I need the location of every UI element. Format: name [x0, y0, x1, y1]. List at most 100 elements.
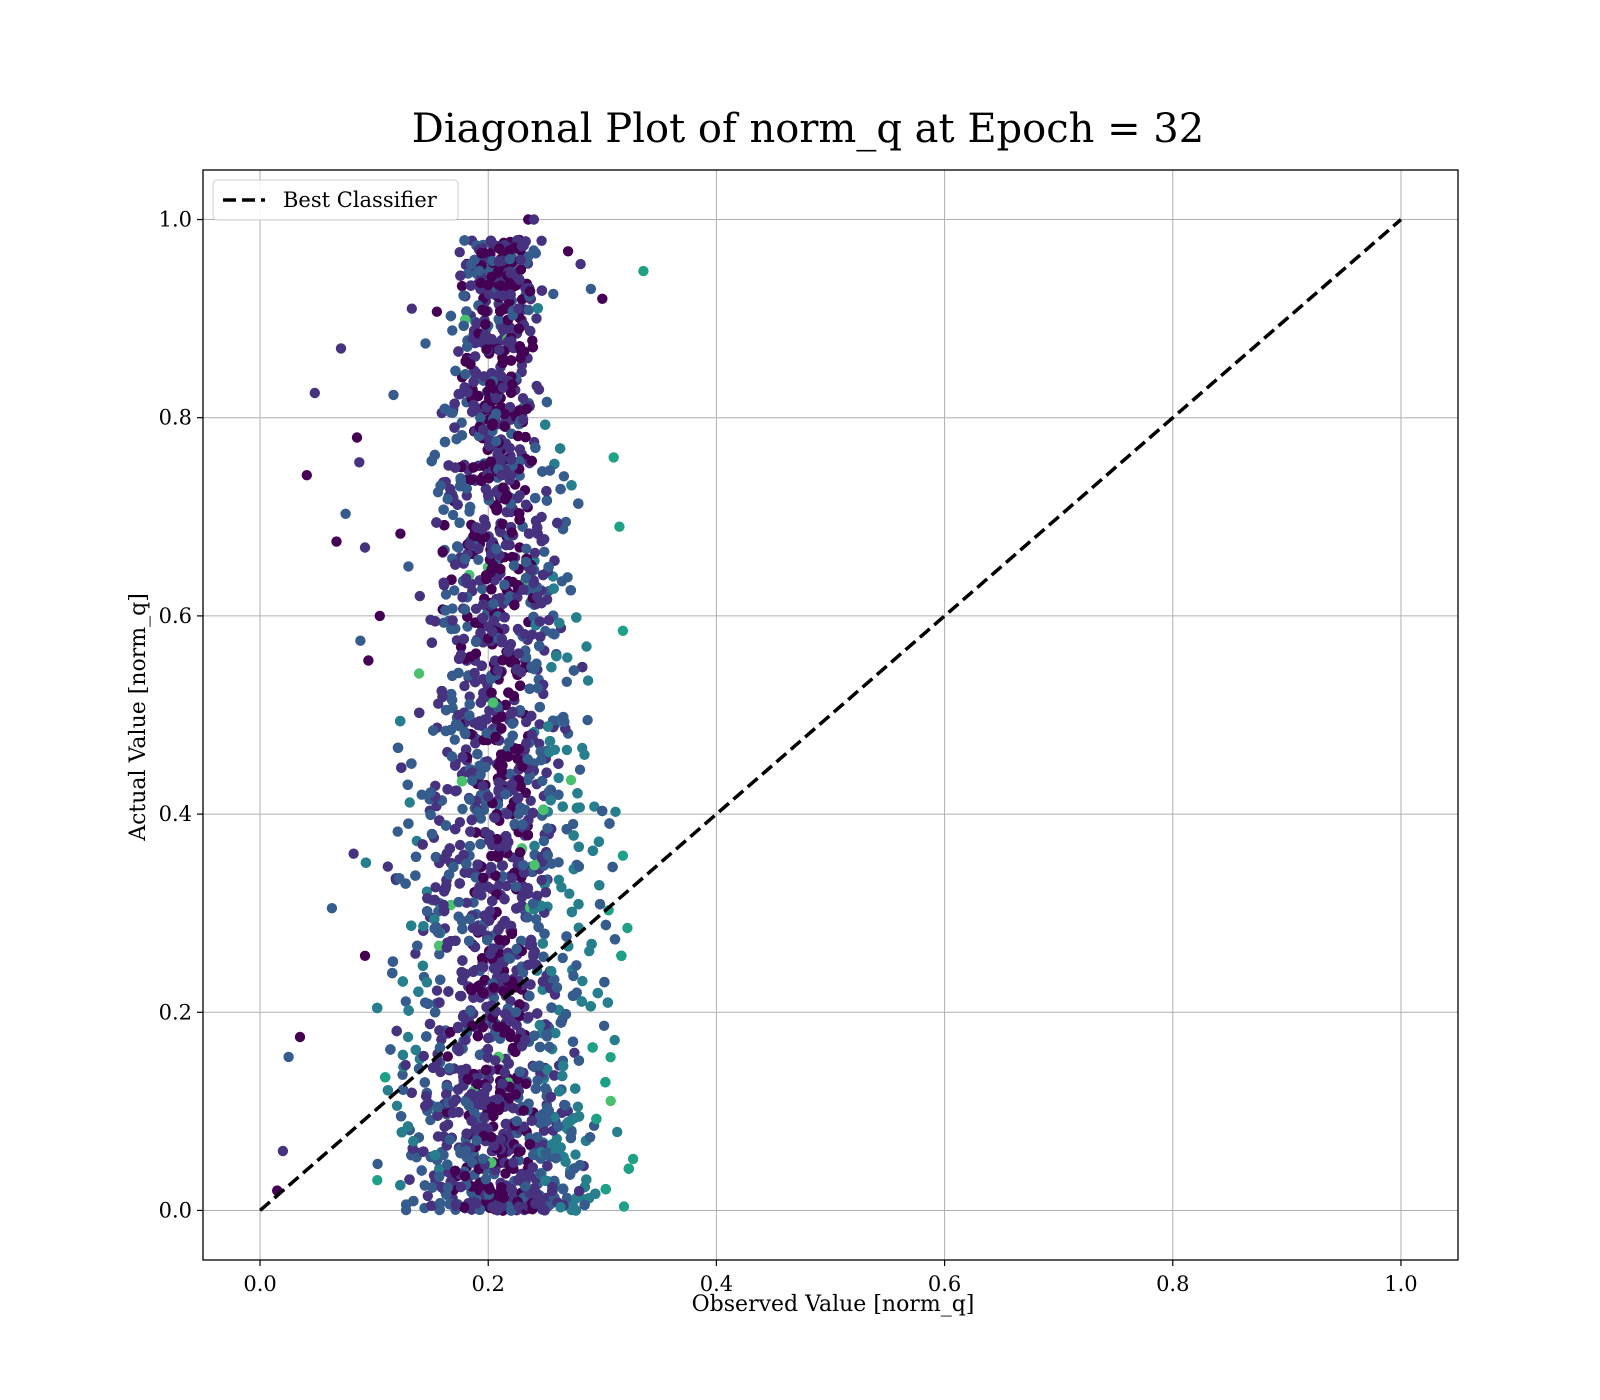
- scatter-point: [496, 1182, 507, 1193]
- scatter-point: [424, 1018, 436, 1030]
- scatter-point: [439, 1121, 450, 1132]
- scatter-point: [452, 1042, 464, 1053]
- scatter-point: [458, 633, 469, 645]
- scatter-point: [385, 1044, 396, 1055]
- scatter-point: [474, 1049, 486, 1061]
- scatter-point: [568, 665, 580, 676]
- scatter-point: [553, 874, 565, 885]
- scatter-point: [562, 652, 573, 663]
- scatter-point: [536, 285, 548, 296]
- scatter-point: [475, 1099, 486, 1110]
- scatter-point: [509, 818, 520, 830]
- scatter-point: [465, 826, 476, 837]
- scatter-point: [494, 243, 505, 254]
- scatter-point: [456, 430, 468, 441]
- scatter-point: [506, 527, 517, 538]
- scatter-point: [434, 1198, 446, 1209]
- scatter-point: [484, 705, 495, 716]
- scatter-point: [599, 976, 610, 988]
- scatter-point: [410, 948, 421, 959]
- scatter-point: [418, 1050, 429, 1062]
- scatter-point: [605, 1052, 616, 1063]
- scatter-point: [548, 583, 559, 594]
- scatter-point: [537, 466, 548, 477]
- scatter-point: [542, 823, 553, 834]
- scatter-point: [416, 789, 427, 800]
- scatter-point: [538, 1125, 550, 1136]
- scatter-point: [491, 963, 503, 974]
- scatter-point: [440, 589, 452, 600]
- scatter-point: [438, 899, 449, 911]
- scatter-point: [482, 881, 493, 892]
- scatter-point: [586, 938, 597, 950]
- scatter-point: [460, 968, 471, 980]
- scatter-point: [566, 480, 577, 491]
- scatter-point: [468, 462, 479, 473]
- scatter-point: [550, 1028, 561, 1039]
- scatter-point: [458, 290, 469, 301]
- scatter-point: [443, 869, 455, 880]
- scatter-point: [543, 614, 555, 626]
- scatter-point: [461, 1128, 472, 1139]
- scatter-point: [434, 1042, 446, 1053]
- scatter-point: [387, 956, 399, 967]
- chart-title: Diagonal Plot of norm_q at Epoch = 32: [412, 106, 1204, 152]
- scatter-point: [589, 801, 600, 812]
- scatter-points: [272, 214, 649, 1216]
- scatter-point: [600, 1077, 611, 1088]
- scatter-point: [582, 675, 594, 686]
- scatter-point: [531, 1188, 542, 1199]
- scatter-point: [534, 719, 545, 730]
- scatter-point: [445, 407, 456, 418]
- scatter-point: [466, 814, 477, 826]
- scatter-point: [450, 760, 461, 771]
- scatter-point: [544, 747, 555, 758]
- scatter-point: [481, 573, 492, 585]
- scatter-point: [430, 882, 441, 893]
- scatter-point: [454, 481, 466, 492]
- scatter-point: [503, 1058, 514, 1069]
- scatter-point: [506, 1184, 517, 1195]
- x-axis-label: Observed Value [norm_q]: [692, 1292, 975, 1317]
- scatter-point: [440, 883, 451, 894]
- scatter-point: [490, 870, 501, 881]
- scatter-point: [577, 661, 588, 673]
- scatter-point: [464, 935, 475, 947]
- scatter-point: [609, 934, 621, 945]
- scatter-point: [526, 455, 537, 467]
- scatter-point: [432, 1101, 444, 1113]
- scatter-point: [492, 665, 504, 676]
- scatter-point: [419, 1077, 430, 1088]
- scatter-point: [495, 370, 507, 382]
- scatter-point: [455, 650, 467, 661]
- scatter-point: [471, 318, 483, 329]
- scatter-point: [434, 1163, 445, 1175]
- scatter-point: [461, 858, 472, 870]
- scatter-point: [581, 641, 592, 652]
- scatter-point: [511, 664, 522, 675]
- scatter-point: [397, 976, 408, 987]
- scatter-point: [440, 704, 452, 716]
- scatter-point: [450, 785, 461, 797]
- scatter-point: [593, 836, 605, 847]
- scatter-point: [467, 406, 478, 417]
- scatter-point: [534, 1019, 546, 1031]
- scatter-point: [391, 1100, 403, 1112]
- scatter-point: [572, 788, 583, 799]
- scatter-point: [413, 668, 425, 679]
- scatter-point: [397, 1069, 408, 1081]
- scatter-point: [495, 755, 506, 766]
- scatter-point: [421, 1091, 432, 1102]
- scatter-point: [460, 728, 471, 740]
- scatter-point: [554, 1086, 565, 1097]
- scatter-point: [500, 1168, 511, 1179]
- scatter-point: [570, 1149, 581, 1160]
- scatter-point: [568, 970, 579, 982]
- scatter-point: [473, 543, 484, 554]
- scatter-point: [475, 838, 486, 850]
- scatter-point: [432, 1110, 443, 1121]
- scatter-point: [458, 849, 469, 860]
- scatter-point: [554, 617, 565, 629]
- scatter-point: [503, 643, 515, 654]
- scatter-point: [514, 680, 526, 691]
